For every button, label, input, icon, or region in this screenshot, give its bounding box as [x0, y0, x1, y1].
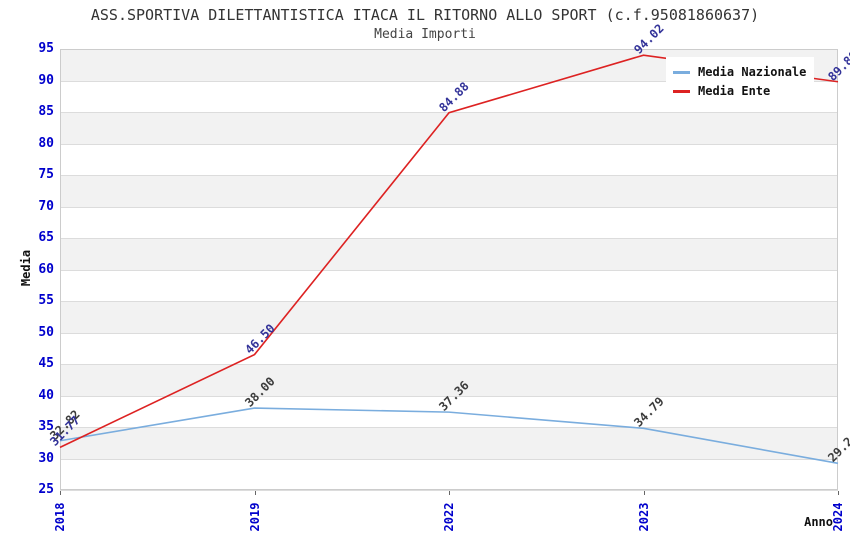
x-tick-mark	[254, 491, 256, 495]
gridline	[60, 490, 838, 491]
y-tick-label: 45	[38, 356, 54, 371]
y-tick-label: 75	[38, 167, 54, 182]
legend-line-sample-ente	[673, 89, 690, 93]
y-tick-label: 95	[38, 41, 54, 56]
y-tick-label: 35	[38, 419, 54, 434]
legend-item-media-ente: Media Ente	[673, 83, 814, 99]
x-tick-label: 2024	[831, 502, 845, 532]
x-tick-mark	[60, 491, 61, 495]
legend-line-sample-nazionale	[673, 70, 690, 74]
y-tick-label: 80	[38, 135, 54, 151]
y-tick-label: 85	[38, 104, 54, 119]
y-tick-label: 70	[38, 198, 54, 214]
legend: Media Nazionale Media Ente	[666, 57, 814, 109]
y-tick-label: 40	[38, 387, 54, 403]
y-tick-label: 25	[38, 482, 54, 497]
x-tick-label: 2023	[636, 502, 651, 532]
y-tick-label: 65	[38, 230, 54, 245]
legend-label: Media Ente	[698, 84, 771, 98]
legend-item-media-nazionale: Media Nazionale	[673, 64, 814, 80]
x-tick-label: 2022	[442, 502, 456, 532]
x-tick-mark	[449, 491, 450, 495]
y-tick-label: 55	[38, 293, 54, 308]
x-tick-label: 2018	[53, 502, 67, 532]
x-tick-label: 2019	[247, 502, 262, 532]
y-tick-label: 60	[38, 261, 54, 277]
x-axis-title: Anno	[804, 515, 833, 529]
chart-title: ASS.SPORTIVA DILETTANTISTICA ITACA IL RI…	[90, 6, 760, 24]
y-tick-label: 50	[38, 324, 54, 340]
x-tick-mark	[643, 491, 645, 495]
plot-border	[60, 49, 838, 490]
chart-subtitle: Media Importi	[374, 27, 476, 42]
y-tick-label: 90	[38, 72, 54, 88]
y-tick-label: 30	[38, 450, 54, 466]
x-tick-mark	[838, 491, 839, 495]
legend-label: Media Nazionale	[698, 65, 807, 79]
